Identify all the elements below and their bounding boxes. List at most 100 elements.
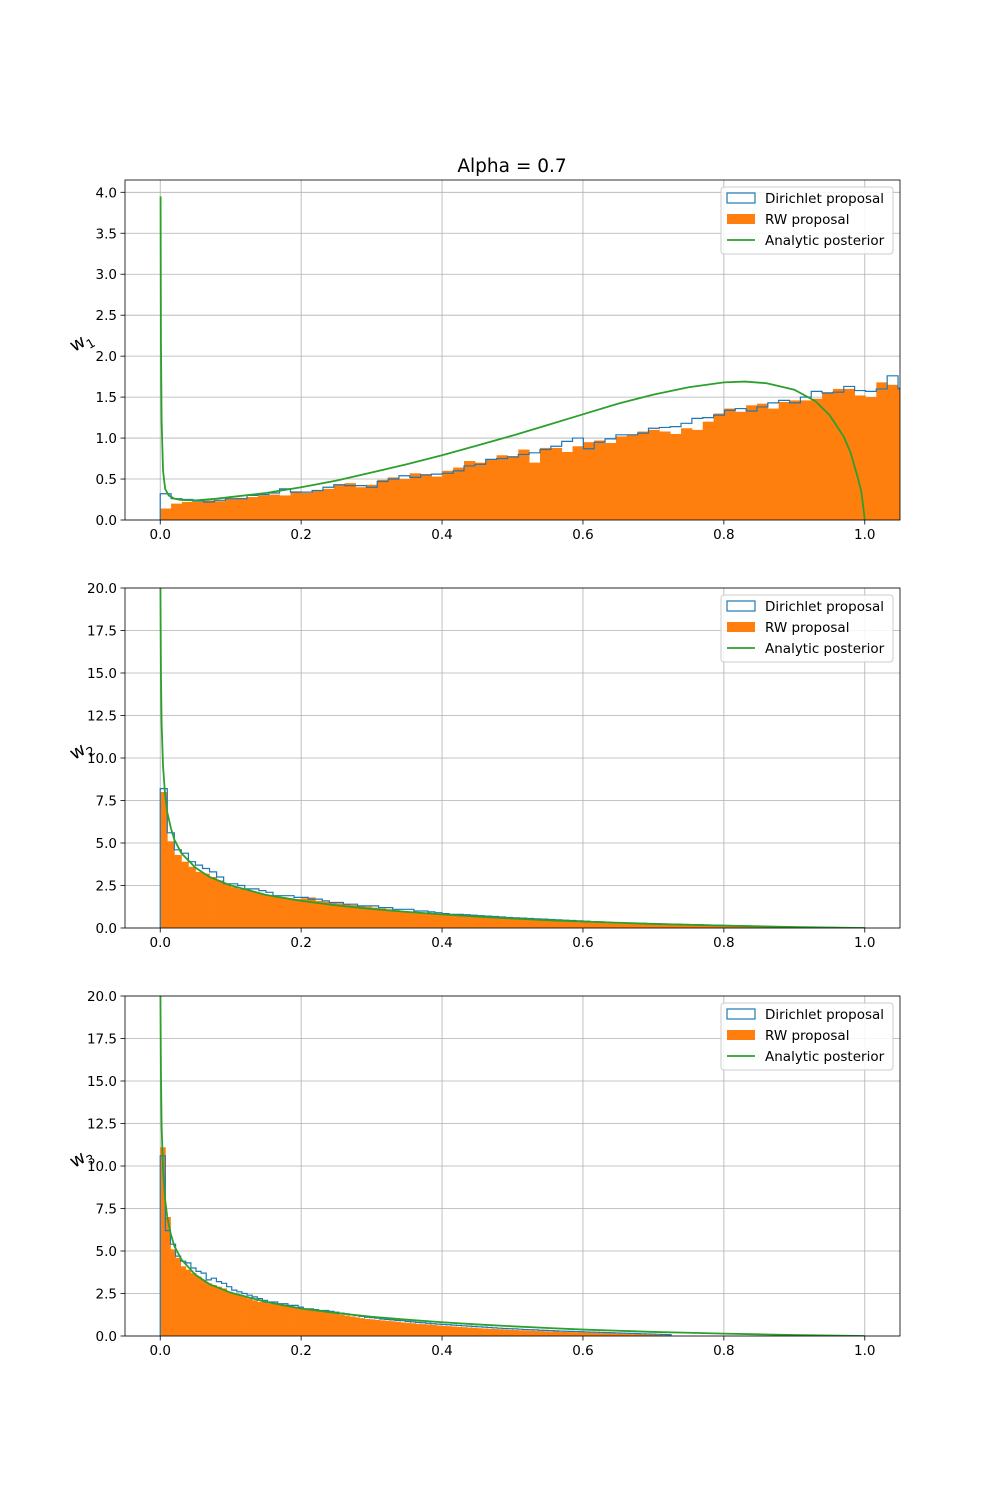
rw-proposal-bar [223, 883, 232, 928]
analytic-posterior-line [159, 196, 866, 520]
rw-proposal-bar [343, 904, 351, 928]
rw-proposal-bar [247, 497, 259, 520]
rw-proposal-bar [660, 1335, 667, 1336]
rw-proposal-bar [887, 384, 899, 520]
rw-proposal-bar [195, 871, 203, 928]
rw-proposal-bar [843, 388, 856, 520]
rw-proposal-bar [431, 476, 443, 520]
rw-proposal-bar [333, 484, 346, 520]
rw-proposal-bar [590, 922, 598, 928]
x-tick-label: 0.6 [572, 1343, 593, 1359]
rw-proposal-bar [558, 1331, 565, 1336]
rw-proposal-bar [476, 1328, 483, 1336]
x-tick-label: 0.6 [572, 527, 593, 543]
rw-proposal-bar [236, 497, 248, 520]
rw-proposal-bar [597, 922, 605, 928]
y-tick-label: 1.0 [96, 431, 117, 447]
legend-swatch-dirichlet [726, 1008, 756, 1020]
rw-proposal-bar [702, 925, 711, 928]
rw-proposal-bar [832, 388, 845, 520]
rw-proposal-bar [767, 408, 780, 520]
rw-proposal-bar [175, 1257, 182, 1336]
legend: Dirichlet proposal RW proposal Analytic po… [720, 1002, 894, 1071]
rw-proposal-bar [800, 400, 812, 520]
rw-proposal-bar [599, 1333, 606, 1336]
rw-proposal-bar [211, 1285, 217, 1336]
rw-proposal-bar [582, 922, 591, 928]
x-tick-label: 0.2 [290, 1343, 311, 1359]
legend-label: Dirichlet proposal [765, 191, 884, 207]
rw-proposal-bar [268, 494, 280, 520]
rw-proposal-bar [379, 1320, 386, 1336]
rw-proposal-bar [195, 1276, 202, 1336]
y-tick-label: 2.5 [96, 879, 117, 895]
grid [125, 180, 900, 521]
y-tick-label: 17.5 [87, 1032, 117, 1048]
rw-proposal-bar [716, 925, 725, 928]
rw-proposal-bar [449, 914, 457, 928]
rw-proposal-bar [614, 1333, 621, 1336]
legend-label: RW proposal [765, 212, 849, 228]
rw-proposal-bar [756, 403, 769, 520]
rw-proposal-bar [406, 911, 415, 928]
rw-proposal-bar [579, 1332, 585, 1336]
rw-proposal-bar [257, 1302, 263, 1336]
rw-proposal-bar [369, 1319, 376, 1336]
rw-proposal-bar [898, 387, 900, 520]
x-tick-label: 0.4 [431, 935, 452, 951]
rw-proposal-bar [583, 442, 595, 520]
rw-proposal-bar [236, 1295, 243, 1336]
y-tick-label: 7.5 [96, 1202, 117, 1218]
rw-proposal-bar [526, 919, 535, 928]
y-tick-label: 1.5 [96, 390, 117, 406]
rw-proposal-bar [568, 1332, 575, 1336]
rw-proposal-bar [752, 926, 760, 928]
legend-swatch-dirichlet [726, 600, 756, 612]
rw-proposal-bar [789, 400, 801, 520]
rw-proposal-bar [160, 792, 168, 928]
y-tick-label: 3.0 [96, 267, 117, 283]
rw-proposal-bar [165, 1217, 171, 1336]
y-tick-label: 15.0 [87, 1074, 117, 1090]
rw-proposal-bar [203, 500, 215, 520]
rw-proposal-bars [160, 382, 900, 520]
rw-proposal-bar [287, 1305, 294, 1336]
rw-proposal-bar [688, 925, 697, 928]
rw-proposal-bar [674, 924, 682, 928]
rw-proposal-bar [303, 1308, 309, 1336]
figure-title: Alpha = 0.7 [457, 156, 566, 177]
rw-proposal-bar [400, 1322, 406, 1336]
rw-proposal-bar [691, 429, 704, 520]
rw-proposal-bar [811, 398, 823, 520]
rw-proposal-bar [573, 1332, 580, 1336]
rw-proposal-bar [216, 880, 225, 928]
rw-proposal-bar [618, 923, 626, 928]
legend-label: Dirichlet proposal [765, 1007, 884, 1023]
plot-area [159, 588, 866, 928]
rw-proposal-bar [667, 924, 675, 928]
rw-proposal-bar [237, 888, 246, 928]
rw-proposal-bar [415, 1323, 422, 1336]
rw-proposal-bar [477, 916, 485, 928]
rw-proposal-bar [548, 1331, 554, 1336]
rw-proposal-bar [568, 921, 577, 928]
rw-proposal-bar [497, 1329, 503, 1336]
rw-proposal-bar [181, 501, 194, 520]
x-tick-label: 0.0 [149, 935, 170, 951]
rw-proposal-bar [257, 495, 270, 520]
rw-proposal-bar [298, 1307, 304, 1336]
rw-proposal-bar [293, 1307, 299, 1336]
rw-proposal-bar [615, 436, 628, 520]
rw-proposal-bar [226, 1291, 233, 1336]
rw-proposal-bar [267, 1303, 274, 1336]
y-tick-label: 12.5 [87, 1117, 117, 1133]
rw-proposal-bar [539, 447, 552, 520]
rw-proposal-bar [344, 1315, 350, 1336]
legend-box [720, 1002, 894, 1071]
legend-swatch-rw [727, 1030, 755, 1040]
rw-proposal-bar [206, 1283, 212, 1336]
rw-proposal-bar [605, 442, 617, 520]
rw-proposal-bar [167, 841, 175, 928]
rw-proposal-bar [759, 926, 767, 928]
rw-proposal-bar [328, 1313, 335, 1336]
